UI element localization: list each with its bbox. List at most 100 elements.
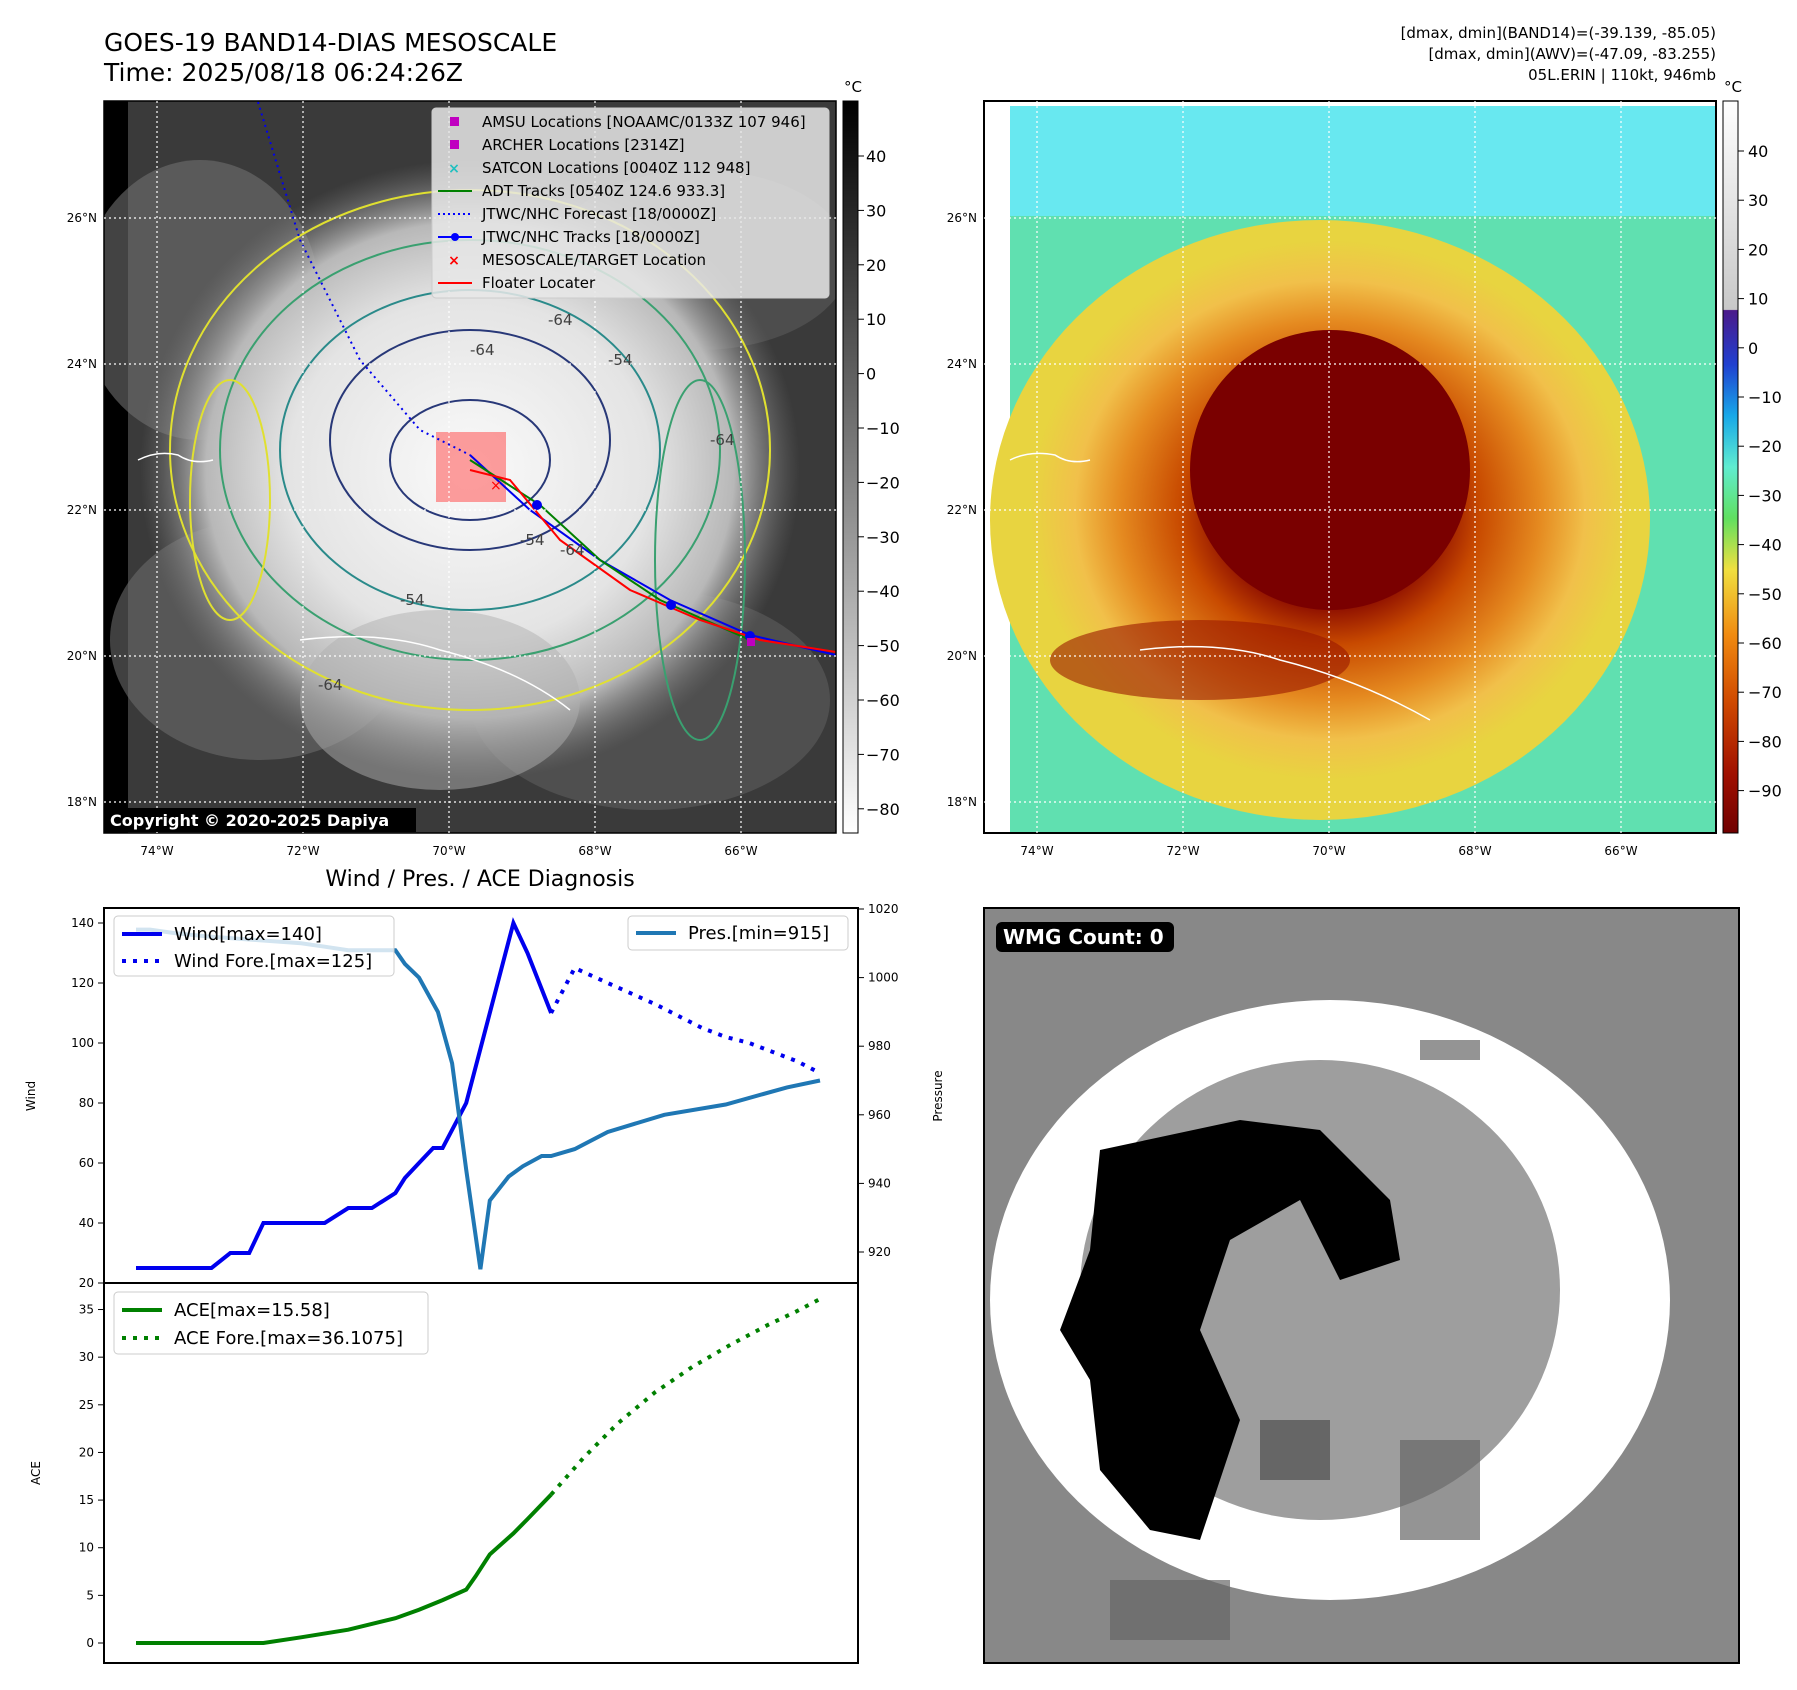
copyright-label: Copyright © 2020-2025 Dapiya (110, 811, 389, 830)
pressure-legend: Pres.[min=915] (627, 915, 849, 951)
wind-legend: Wind[max=140] Wind Fore.[max=125] (113, 915, 395, 977)
ace-tick-label: 15 (79, 1493, 94, 1507)
pressure-tick-label: 980 (868, 1039, 891, 1053)
awv-colorbar-tick: 10 (1748, 290, 1768, 309)
awv-colorbar-tick: −70 (1748, 683, 1782, 702)
ace-legend-entry: ACE Fore.[max=36.1075] (174, 1328, 403, 1349)
floater-box (436, 432, 506, 502)
awv-colorbar-tick: −50 (1748, 585, 1782, 604)
ir-colorbar-tick: 40 (866, 147, 886, 166)
lon-tick-label: 66°W (724, 844, 757, 858)
lon-tick-label: 70°W (1312, 844, 1345, 858)
lat-tick-label: 18°N (947, 795, 977, 809)
ace-tick-label: 20 (79, 1445, 94, 1459)
wind-tick-label: 100 (71, 1036, 94, 1050)
svg-text:×: × (448, 161, 460, 177)
pressure-tick-label: 1000 (868, 971, 899, 985)
ace-tick-label: 30 (79, 1350, 94, 1364)
ir-colorbar-tick: 0 (866, 365, 876, 384)
ir-colorbar-tick: −20 (866, 473, 900, 492)
wind-y-ticks: 20 40 60 80 100 120 140 (71, 916, 104, 1290)
ace-tick-label: 25 (79, 1398, 94, 1412)
wind-tick-label: 20 (79, 1276, 94, 1290)
ir-colorbar-tick: −70 (866, 745, 900, 764)
wind-legend-entry: Wind Fore.[max=125] (174, 951, 372, 972)
awv-colorbar-tick: −60 (1748, 634, 1782, 653)
lat-tick-label: 20°N (947, 649, 977, 663)
awv-lon-labels: 74°W 72°W 70°W 68°W 66°W (1020, 844, 1637, 858)
lat-tick-label: 24°N (67, 357, 97, 371)
lon-tick-label: 70°W (432, 844, 465, 858)
ir-colorbar-tick: −50 (866, 637, 900, 656)
ace-tick-label: 10 (79, 1541, 94, 1555)
awv-colorbar-unit: °C (1724, 78, 1742, 96)
ir-colorbar-tick: −30 (866, 528, 900, 547)
ace-y-label: ACE (29, 1461, 43, 1485)
ir-colorbar-tick: 30 (866, 201, 886, 220)
awv-colorbar-tick: −40 (1748, 536, 1782, 555)
wind-legend-entry: Wind[max=140] (174, 924, 322, 945)
ace-y-ticks: 0 5 10 15 20 25 30 35 (79, 1303, 104, 1650)
ir-legend-box (431, 107, 830, 299)
wmg-panel: WMG Count: 0 (983, 907, 1740, 1664)
awv-colorbar-tick: −20 (1748, 437, 1782, 456)
lon-tick-label: 74°W (140, 844, 173, 858)
awv-colorbar-ticks: 40 30 20 10 0 −10 −20 −30 −40 −50 −60 −70 −80 −90 (1738, 142, 1782, 801)
contour-label: -64 (560, 541, 585, 559)
awv-colorbar-tick: 20 (1748, 240, 1768, 259)
ace-legend: ACE[max=15.58] ACE Fore.[max=36.1075] (113, 1291, 429, 1355)
wind-tick-label: 60 (79, 1156, 94, 1170)
wind-tick-label: 80 (79, 1096, 94, 1110)
awv-image-panel: 26°N 24°N 22°N 20°N 18°N 74°W 72°W 70°W 68°W 66°… (947, 78, 1782, 858)
pressure-tick-label: 920 (868, 1245, 891, 1259)
contour-label: -64 (470, 341, 495, 359)
ir-legend-entry: SATCON Locations [0040Z 112 948] (482, 159, 750, 177)
ir-legend-entry: JTWC/NHC Forecast [18/0000Z] (481, 205, 716, 223)
ir-legend-entry: ADT Tracks [0540Z 124.6 933.3] (482, 182, 725, 200)
lat-tick-label: 18°N (67, 795, 97, 809)
ace-legend-entry: ACE[max=15.58] (174, 1300, 330, 1321)
lat-tick-label: 24°N (947, 357, 977, 371)
ir-colorbar-tick: −40 (866, 582, 900, 601)
ace-series (136, 1297, 821, 1645)
ir-colorbar-ticks: 40 30 20 10 0 −10 −20 −30 −40 −50 −60 −70 −80 (858, 147, 900, 819)
contour-label: -64 (548, 311, 573, 329)
lon-tick-label: 72°W (1166, 844, 1199, 858)
figure-time: Time: 2025/08/18 06:24:26Z (103, 58, 463, 87)
series-line (136, 917, 553, 1270)
storm-info: 05L.ERIN | 110kt, 946mb (1528, 66, 1716, 84)
ir-colorbar (842, 100, 859, 834)
ir-legend-entry: ARCHER Locations [2314Z] (482, 136, 685, 154)
contour-label: -54 (608, 351, 633, 369)
lat-tick-label: 22°N (67, 503, 97, 517)
wind-y-label: Wind (24, 1081, 38, 1111)
awv-colorbar-tick: 0 (1748, 339, 1758, 358)
contour-label: -54 (520, 531, 545, 549)
awv-colorbar-tick: 30 (1748, 191, 1768, 210)
ir-colorbar-tick: 20 (866, 256, 886, 275)
awv-colorbar-tick: −30 (1748, 486, 1782, 505)
ir-colorbar-tick: 10 (866, 310, 886, 329)
pressure-y-ticks: 920 940 960 980 1000 1020 (858, 902, 899, 1259)
lat-tick-label: 26°N (947, 211, 977, 225)
series-line (136, 1493, 553, 1645)
awv-colorbar-tick: 40 (1748, 142, 1768, 161)
contour-label: -64 (710, 431, 735, 449)
awv-colorbar-tick: −80 (1748, 732, 1782, 751)
wind-pressure-chart: Wind / Pres. / ACE Diagnosis 20 40 60 80 100… (24, 867, 945, 1290)
forecast-line (549, 1297, 821, 1496)
lon-tick-label: 72°W (286, 844, 319, 858)
ir-colorbar-tick: −60 (866, 691, 900, 710)
lat-tick-label: 26°N (67, 211, 97, 225)
pressure-legend-entry: Pres.[min=915] (688, 923, 829, 944)
ir-lon-labels: 74°W 72°W 70°W 68°W 66°W (140, 844, 757, 858)
awv-lat-labels: 26°N 24°N 22°N 20°N 18°N (947, 211, 977, 809)
ace-chart: 0 5 10 15 20 25 30 35 ACE ACE[max=15.58] ACE For… (29, 1282, 859, 1664)
ace-tick-label: 5 (86, 1588, 94, 1602)
wind-tick-label: 120 (71, 976, 94, 990)
ir-legend-entry: Floater Locater (482, 274, 596, 292)
lat-tick-label: 20°N (67, 649, 97, 663)
pressure-tick-label: 960 (868, 1108, 891, 1122)
ir-image-panel: × -64-54-64-54-64-64-54-64-21 Copyright … (67, 78, 900, 858)
